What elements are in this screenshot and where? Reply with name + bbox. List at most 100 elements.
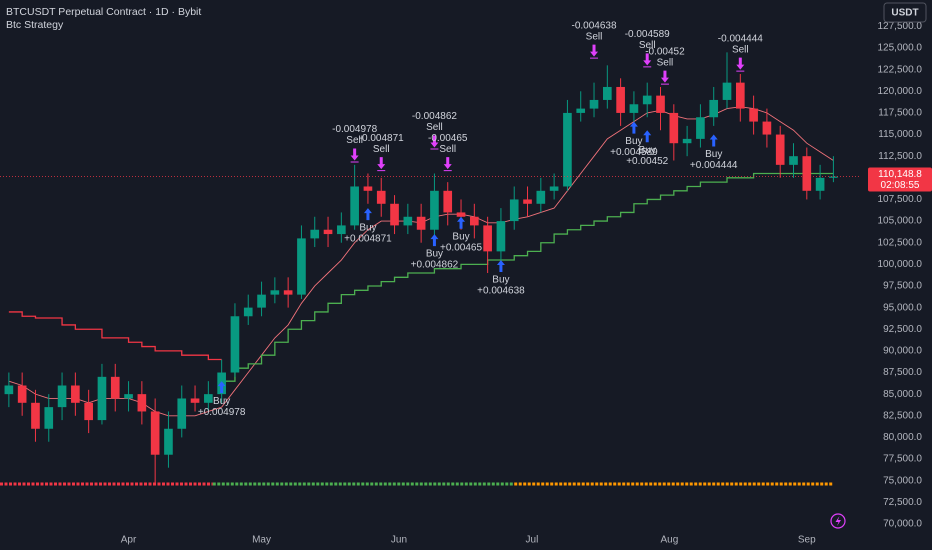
y-tick-label: 120,000.0 [878,86,923,97]
x-tick-label: Sep [798,535,816,546]
candle-body [164,428,173,455]
signal-pnl: +0.004444 [690,160,738,171]
signal-pnl: -0.004589 [625,29,670,40]
signal-side: Buy [492,275,509,286]
buy-arrow [457,216,466,229]
candle-body [403,216,413,226]
candle-body [416,216,426,230]
signal-pnl: +0.004589 [610,147,658,158]
y-tick-label: 102,500.0 [878,237,923,248]
y-tick-label: 90,000.0 [883,346,922,357]
candle-body [177,398,187,429]
x-tick-label: May [252,535,271,546]
buy-arrow [430,234,439,247]
candle-body [323,229,333,235]
candle-body [337,225,346,235]
buy-arrow [709,134,718,147]
indicator-line [221,172,834,382]
currency-button-frame[interactable] [883,2,927,23]
candle-body [509,199,519,222]
candle-body [243,307,253,317]
candle-body [602,86,612,100]
candle-body [802,156,812,191]
candle-body [483,225,492,252]
y-tick-label: 112,500.0 [878,151,922,162]
signal-side: Sell [586,31,603,42]
candle-body [762,121,772,135]
candle-body [124,394,133,399]
signal-side: Buy [705,149,722,160]
candle-body [789,156,798,165]
signal-pnl: -0.004638 [571,20,616,31]
candle-body [363,186,373,191]
alert-icon[interactable] [830,513,846,529]
signal-pnl: -0.004444 [718,33,763,44]
y-tick-label: 127,500.0 [878,21,923,32]
last-price-label: 110,148.8 [878,169,922,180]
sell-arrow [377,157,386,172]
candle-body [669,112,679,144]
candle-body [71,385,80,403]
signal-side: Sell [639,40,656,51]
signal-pnl: -0.00465 [428,133,468,144]
signal-side: Buy [639,145,656,156]
candle-body [376,190,386,204]
signal-side: Buy [359,223,376,234]
candle-body [563,112,572,187]
chart-title: BTCUSDT Perpetual Contract · 1D · Bybit [6,6,201,18]
currency-label[interactable]: USDT [891,8,918,19]
candle-body [150,411,160,455]
candle-body [190,398,200,403]
candle-body [775,134,785,165]
signal-pnl: -0.00452 [645,46,685,57]
candle-body [430,190,439,230]
buy-arrow [363,208,372,221]
candle-body [443,190,453,213]
x-tick-label: Apr [121,535,137,546]
y-tick-label: 75,000.0 [883,475,922,486]
candle-body [656,95,665,113]
candle-body [616,86,625,113]
buy-arrow [643,130,652,143]
signal-pnl: +0.00452 [626,156,668,167]
y-tick-label: 117,500.0 [878,108,922,119]
x-tick-label: Jun [391,535,407,546]
currency-button[interactable]: USDT [883,2,927,23]
x-tick-label: Aug [660,535,678,546]
x-tick-label: Jul [526,535,539,546]
candle-body [735,82,745,109]
signal-pnl: +0.004862 [411,260,459,271]
candle-body [470,216,479,226]
candle-body [749,108,758,122]
candle-body [4,385,14,395]
candle-body [310,229,320,239]
alert-icon-ring[interactable] [830,513,846,529]
signal-side: Sell [732,44,749,55]
candle-body [350,186,359,226]
candle-body [297,238,306,295]
y-tick-label: 95,000.0 [883,302,922,313]
signal-pnl: +0.004978 [198,407,246,418]
sell-arrow [660,70,669,85]
alert-icon-bolt[interactable] [835,516,842,526]
candle-body [536,190,546,204]
signal-side: Sell [439,144,456,155]
candle-body [17,385,27,403]
candle-body [97,376,107,421]
y-tick-label: 87,500.0 [883,367,922,378]
y-tick-label: 80,000.0 [883,432,922,443]
countdown: 02:08:55 [881,180,920,191]
signal-pnl: -0.004978 [332,124,377,135]
signal-side: Sell [657,57,674,68]
signal-side: Sell [426,122,443,133]
signal-side: Sell [346,135,363,146]
buy-arrow [496,260,505,273]
candle-body [642,95,652,105]
candle-body [709,99,719,118]
signal-pnl: -0.004871 [359,133,404,144]
candle-body [31,402,40,429]
candle-body [576,108,586,113]
y-tick-label: 92,500.0 [883,324,922,335]
signal-side: Buy [213,396,230,407]
